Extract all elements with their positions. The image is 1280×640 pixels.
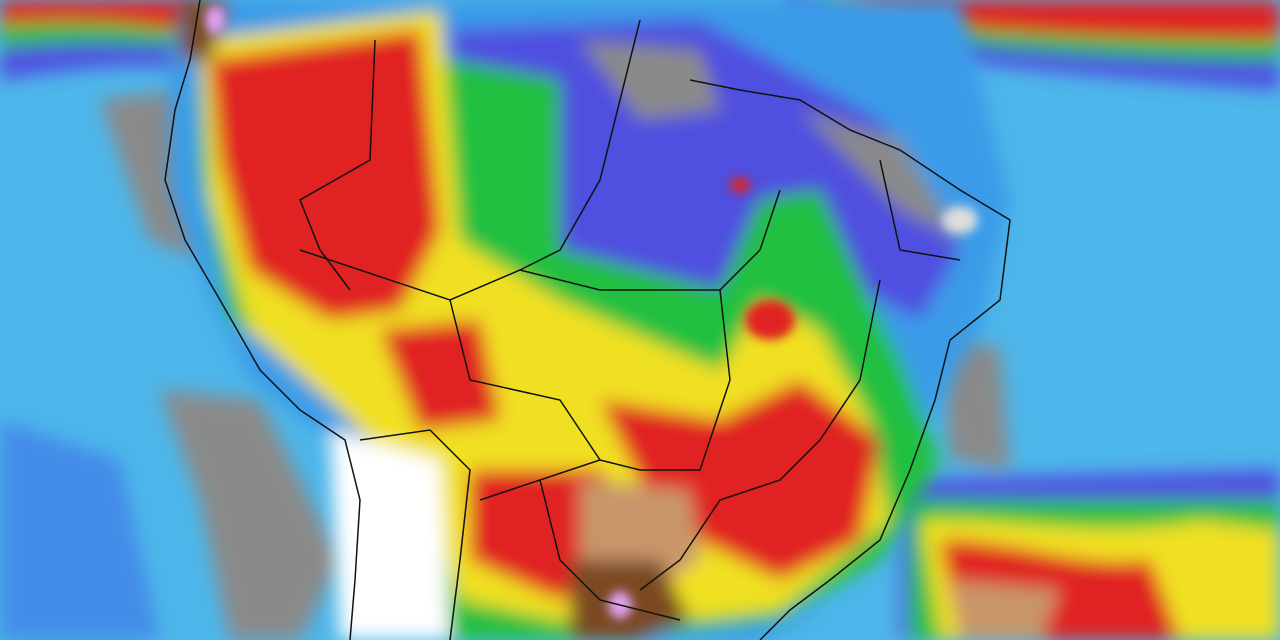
border [359, 429, 471, 640]
coastline [689, 79, 1011, 640]
rain-none [330, 430, 450, 640]
rain-none [800, 110, 960, 240]
land-spots [205, 6, 978, 619]
rain-heavy [380, 320, 500, 430]
ocean-blue [0, 420, 160, 640]
spot [730, 177, 750, 193]
coastline [164, 0, 361, 640]
border [539, 479, 681, 621]
spot [745, 300, 795, 340]
spot [205, 6, 225, 34]
border [639, 279, 881, 591]
border [879, 159, 961, 261]
land-fields [170, 0, 1010, 640]
ocean-gray [160, 390, 340, 640]
rain-heavy [210, 30, 440, 320]
rain-heavy [600, 380, 880, 580]
rain-none [580, 40, 720, 120]
borders [164, 0, 1011, 640]
spot [942, 206, 978, 234]
ocean-band [950, 580, 1060, 640]
border [449, 299, 602, 501]
border [299, 19, 641, 301]
ocean-band [0, 22, 200, 48]
border [599, 289, 731, 471]
border [299, 39, 376, 291]
